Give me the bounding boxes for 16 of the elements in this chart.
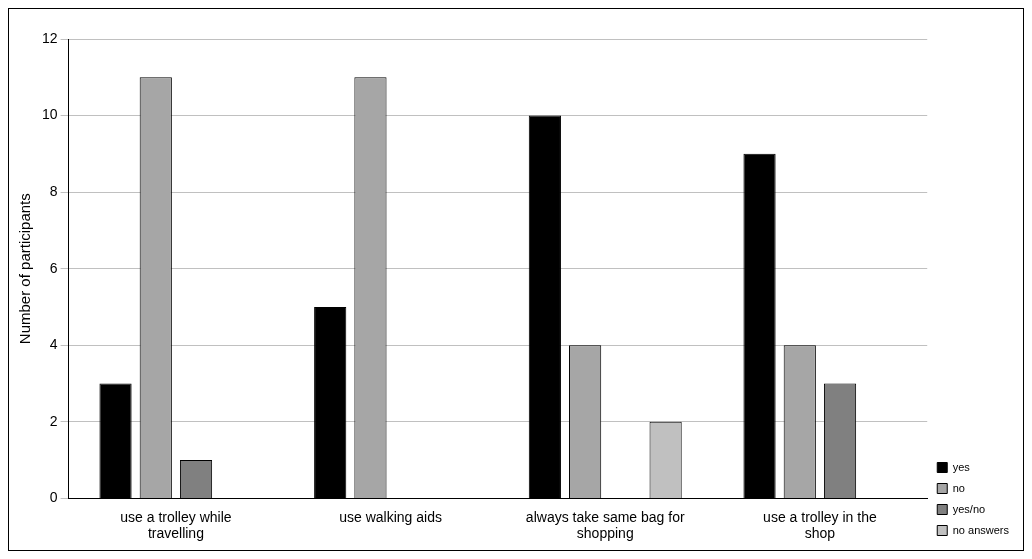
- legend-label: no: [952, 481, 965, 494]
- legend-label: yes: [952, 460, 971, 473]
- y-tick-label: 6: [49, 259, 58, 276]
- legend-label: no answers: [952, 523, 1010, 536]
- y-tick-label: 8: [49, 182, 58, 199]
- y-axis-title: Number of participants: [16, 193, 34, 345]
- y-tick-label: 4: [49, 336, 58, 353]
- x-tick-label: use a trolley while travelling: [120, 508, 232, 542]
- y-tick-label: 10: [41, 106, 58, 123]
- y-tick-label: 2: [49, 412, 58, 429]
- x-tick-label: always take same bag for shopping: [525, 508, 685, 542]
- legend-label: yes/no: [952, 502, 986, 515]
- x-tick-label: use walking aids: [339, 508, 442, 525]
- x-tick-label: use a trolley in the shop: [763, 508, 877, 542]
- y-tick-label: 12: [41, 29, 58, 46]
- y-tick-label: 0: [49, 489, 58, 506]
